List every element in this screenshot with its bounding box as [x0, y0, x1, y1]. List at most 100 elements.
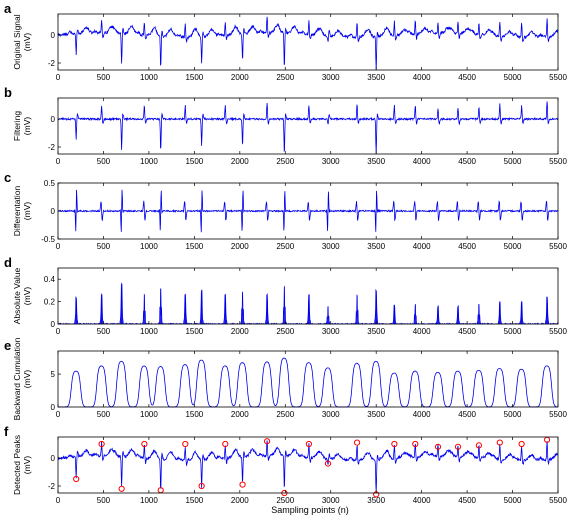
y-tick-label: 0.5 — [44, 179, 56, 188]
x-tick-label: 2500 — [276, 73, 294, 82]
x-tick-label: 4500 — [458, 242, 476, 251]
x-tick-label: 500 — [97, 496, 111, 505]
x-tick-label: 1000 — [140, 242, 158, 251]
y-tick-label: 0 — [51, 403, 56, 412]
x-tick-label: 4000 — [413, 73, 431, 82]
peak-marker — [305, 440, 313, 448]
x-tick-label: 500 — [97, 157, 111, 166]
x-tick-label: 5000 — [504, 73, 522, 82]
x-tick-label: 5500 — [549, 242, 567, 251]
y-tick-label: 0 — [51, 207, 56, 216]
panel-d: 0 500 1000 1500 2000 2500 3000 3500 4000 4500 5000… — [4, 255, 567, 336]
y-axis-label: Backward Cumulation — [12, 337, 22, 420]
x-tick-label: 5500 — [549, 410, 567, 419]
y-axis-label: Filtering — [12, 111, 22, 142]
panel-a: 0 500 1000 1500 2000 2500 3000 3500 4000 4500 5000… — [4, 1, 567, 82]
x-tick-label: 2500 — [276, 327, 294, 336]
x-tick-label: 2500 — [276, 496, 294, 505]
x-tick-label: 4000 — [413, 242, 431, 251]
y-axis-label: Detected Peaks — [12, 435, 22, 495]
panel-label: c — [4, 170, 11, 185]
x-tick-label: 4000 — [413, 157, 431, 166]
peak-marker — [98, 440, 105, 448]
y-axis-label: Differentation — [12, 186, 22, 237]
x-tick-label: 3500 — [367, 157, 385, 166]
panel-label: e — [4, 338, 11, 353]
y-tick-label: 5 — [51, 370, 56, 379]
x-tick-label: 2500 — [276, 157, 294, 166]
panel-label: d — [4, 255, 12, 270]
series-line — [58, 357, 559, 408]
y-axis-label: (mV) — [22, 370, 32, 389]
x-tick-label: 5000 — [504, 157, 522, 166]
y-axis-label: Original Signal — [12, 14, 22, 69]
y-axis-label: Absolute Value — [12, 267, 22, 324]
x-tick-label: 0 — [56, 496, 61, 505]
x-tick-label: 5000 — [504, 410, 522, 419]
x-tick-label: 0 — [56, 327, 61, 336]
x-tick-label: 4500 — [458, 157, 476, 166]
panel-label: f — [4, 424, 9, 439]
x-tick-label: 0 — [56, 410, 61, 419]
x-tick-label: 1000 — [140, 410, 158, 419]
series-line — [57, 101, 559, 155]
x-tick-label: 2000 — [231, 327, 249, 336]
y-tick-label: 0 — [51, 115, 56, 124]
panel-b: 0 500 1000 1500 2000 2500 3000 3500 4000 4500 5000… — [4, 85, 567, 166]
peak-marker — [454, 443, 462, 450]
axes-box — [57, 97, 559, 155]
x-tick-label: 3000 — [322, 327, 340, 336]
x-tick-label: 2000 — [231, 157, 249, 166]
peak-marker — [434, 443, 442, 450]
x-tick-label: 3500 — [367, 327, 385, 336]
y-tick-label: 0 — [51, 454, 56, 463]
y-tick-label: 0.2 — [44, 298, 56, 307]
x-tick-label: 4000 — [413, 410, 431, 419]
x-tick-label: 2000 — [231, 73, 249, 82]
peak-marker — [118, 485, 125, 492]
x-tick-label: 5500 — [549, 73, 567, 82]
y-tick-label: -2 — [48, 143, 56, 152]
peak-marker — [141, 440, 148, 448]
series-area — [57, 282, 559, 325]
peak-marker — [239, 481, 246, 488]
peak-marker — [222, 440, 229, 448]
x-tick-label: 1000 — [140, 327, 158, 336]
y-axis-label: (mV) — [22, 33, 32, 52]
x-tick-label: 1000 — [140, 73, 158, 82]
peak-marker — [496, 439, 503, 446]
x-tick-label: 3500 — [367, 242, 385, 251]
peak-marker — [475, 442, 483, 449]
x-tick-label: 1500 — [185, 157, 203, 166]
panel-label: a — [4, 1, 12, 16]
x-tick-label: 4500 — [458, 496, 476, 505]
x-tick-label: 5000 — [504, 327, 522, 336]
x-tick-label: 4000 — [413, 496, 431, 505]
y-tick-label: 0 — [51, 320, 56, 329]
x-tick-label: 5000 — [504, 242, 522, 251]
y-tick-label: -2 — [48, 59, 56, 68]
axes-box — [57, 13, 559, 71]
peak-marker — [263, 438, 271, 445]
x-tick-label: 500 — [97, 410, 111, 419]
x-tick-label: 3500 — [367, 410, 385, 419]
axes-box — [57, 267, 559, 325]
x-tick-label: 1000 — [140, 157, 158, 166]
x-tick-label: 500 — [97, 73, 111, 82]
peak-marker — [198, 482, 205, 490]
peak-marker — [182, 440, 189, 448]
x-tick-label: 2500 — [276, 410, 294, 419]
peak-marker — [518, 440, 525, 448]
axes-box — [57, 350, 559, 408]
x-tick-label: 1500 — [185, 242, 203, 251]
x-tick-label: 1500 — [185, 327, 203, 336]
y-axis-label: (mV) — [22, 202, 32, 221]
x-tick-label: 0 — [56, 242, 61, 251]
x-tick-label: 3000 — [322, 73, 340, 82]
panel-label: b — [4, 85, 12, 100]
series-line — [57, 189, 559, 233]
y-axis-label: (mV) — [22, 117, 32, 136]
peak-marker — [391, 440, 398, 448]
x-tick-label: 3000 — [322, 157, 340, 166]
